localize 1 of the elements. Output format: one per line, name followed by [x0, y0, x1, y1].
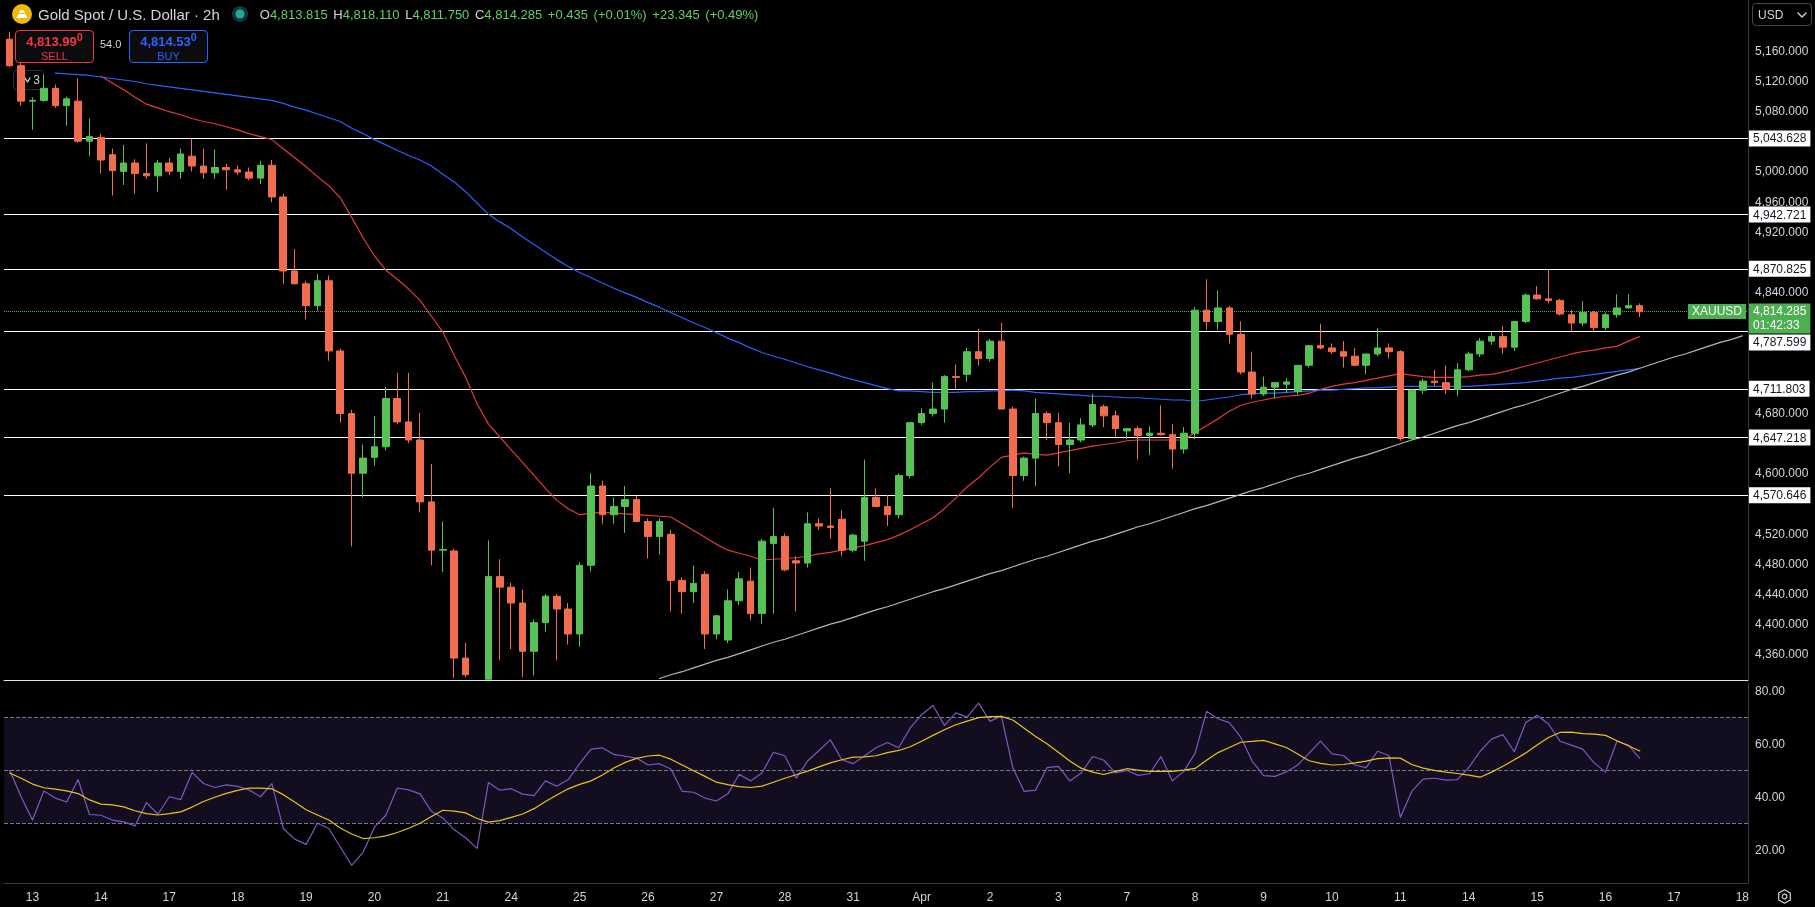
candlestick [6, 31, 13, 68]
